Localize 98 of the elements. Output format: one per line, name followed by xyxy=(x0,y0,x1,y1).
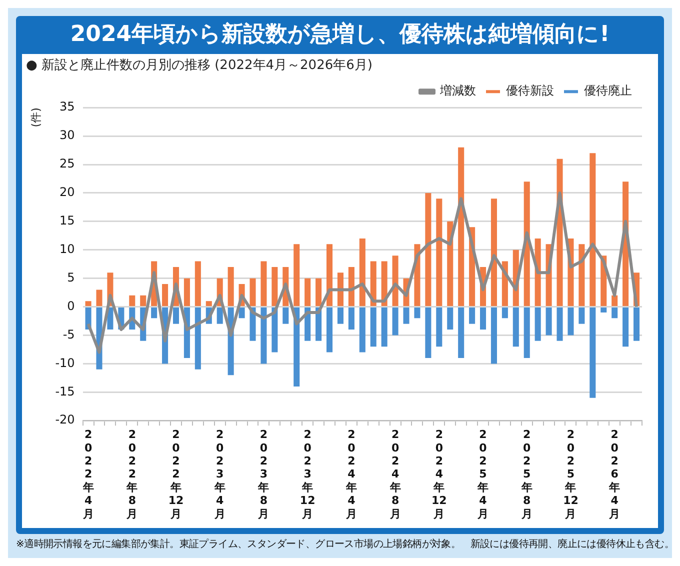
y-tick-label: 20 xyxy=(60,185,75,200)
bar xyxy=(447,308,454,330)
bar xyxy=(414,308,420,318)
bar xyxy=(381,308,388,347)
legend-label: 優待廃止 xyxy=(584,84,632,98)
x-tick-label: 2025年4月 xyxy=(476,428,489,520)
bar xyxy=(534,308,541,341)
x-tick-label: 2023年12月 xyxy=(300,428,316,520)
bar xyxy=(359,238,366,306)
bar xyxy=(622,308,629,347)
x-tick-label: 2022年8月 xyxy=(126,428,138,520)
bar xyxy=(568,308,574,336)
chart-subtitle: ● 新設と廃止件数の月別の推移 (2022年4月～2026年6月) xyxy=(26,58,372,74)
bar xyxy=(326,308,333,352)
bar xyxy=(260,308,267,364)
bar xyxy=(578,308,585,324)
bar xyxy=(304,278,311,306)
bar xyxy=(96,290,102,306)
bar xyxy=(238,308,245,318)
x-tick-label: 2026年4月 xyxy=(608,428,620,520)
bar xyxy=(490,198,497,306)
bar xyxy=(282,308,289,324)
legend-label: 増減数 xyxy=(439,84,476,98)
bar xyxy=(194,308,201,370)
bar xyxy=(436,198,442,306)
x-tick-label: 2022年12月 xyxy=(168,428,184,520)
y-tick-label: -5 xyxy=(62,327,75,342)
x-tick-label: 2024年4月 xyxy=(344,428,357,520)
bar xyxy=(469,308,476,324)
bar xyxy=(490,308,497,364)
bar xyxy=(634,308,640,341)
bar xyxy=(140,295,146,306)
bar xyxy=(403,308,410,324)
bar xyxy=(392,256,398,306)
bar xyxy=(184,278,190,306)
bar xyxy=(250,278,256,306)
bar xyxy=(458,308,464,358)
bar xyxy=(162,284,168,306)
y-tick-label: -20 xyxy=(55,412,75,427)
bar xyxy=(512,308,519,347)
bar xyxy=(370,308,376,347)
y-tick-label: 35 xyxy=(60,100,75,114)
bar xyxy=(458,147,464,306)
y-axis-title: (件) xyxy=(29,108,42,128)
bar xyxy=(590,308,596,398)
bar xyxy=(480,308,486,330)
bar xyxy=(590,153,596,306)
x-tick-label: 2023年4月 xyxy=(213,428,226,520)
text: ※適時開示情報を元に編集部が集計。東証プライム、スタンダード、グロース市場の上場銘柄が対象。 新設には優待再開、廃止には優待休止も含む。 xyxy=(16,538,674,551)
y-tick-label: -15 xyxy=(55,384,75,398)
bar xyxy=(359,308,366,352)
bar xyxy=(612,308,618,318)
bar xyxy=(337,308,344,324)
bar xyxy=(556,308,563,341)
bar xyxy=(600,308,607,312)
bar xyxy=(546,308,552,336)
y-tick-label: 15 xyxy=(60,214,75,228)
chart-title: 2024年頃から新設数が急増し、優待株は純増傾向に! xyxy=(69,20,611,49)
bar xyxy=(348,266,354,306)
x-tick-label: 2025年8月 xyxy=(520,428,532,520)
bar xyxy=(502,308,508,318)
bar xyxy=(260,261,267,306)
bar xyxy=(392,308,398,336)
x-tick-label: 2024年8月 xyxy=(388,428,401,520)
bar xyxy=(129,295,136,306)
bar xyxy=(172,308,180,324)
bar xyxy=(436,308,442,347)
bar xyxy=(85,301,92,306)
bar xyxy=(272,308,278,352)
bar xyxy=(337,272,344,306)
bar xyxy=(216,308,223,324)
bar xyxy=(228,266,234,306)
y-tick-label: 25 xyxy=(60,156,75,171)
bar xyxy=(151,308,158,318)
y-tick-label: 0 xyxy=(67,298,75,313)
y-tick-label: 10 xyxy=(60,242,75,256)
y-tick-label: 5 xyxy=(67,270,75,284)
bar xyxy=(425,192,432,306)
y-tick-label: -10 xyxy=(55,356,75,370)
x-tick-label: 2022年4月 xyxy=(82,428,94,520)
legend-label: 優待新設 xyxy=(506,84,554,98)
bar xyxy=(348,308,354,330)
bar xyxy=(578,244,585,306)
x-tick-label: 2023年8月 xyxy=(257,428,270,520)
bar xyxy=(447,221,454,306)
bar xyxy=(425,308,432,358)
bar xyxy=(612,295,618,306)
bar xyxy=(294,308,300,386)
bar xyxy=(272,266,278,306)
x-tick-label: 2025年12月 xyxy=(563,428,578,520)
y-tick-label: 30 xyxy=(60,128,75,142)
bar xyxy=(294,244,300,306)
bar xyxy=(524,308,530,358)
bar xyxy=(326,244,333,306)
bar xyxy=(206,301,212,306)
x-tick-label: 2024年12月 xyxy=(431,428,447,520)
bar xyxy=(316,278,322,306)
bar xyxy=(194,261,201,306)
